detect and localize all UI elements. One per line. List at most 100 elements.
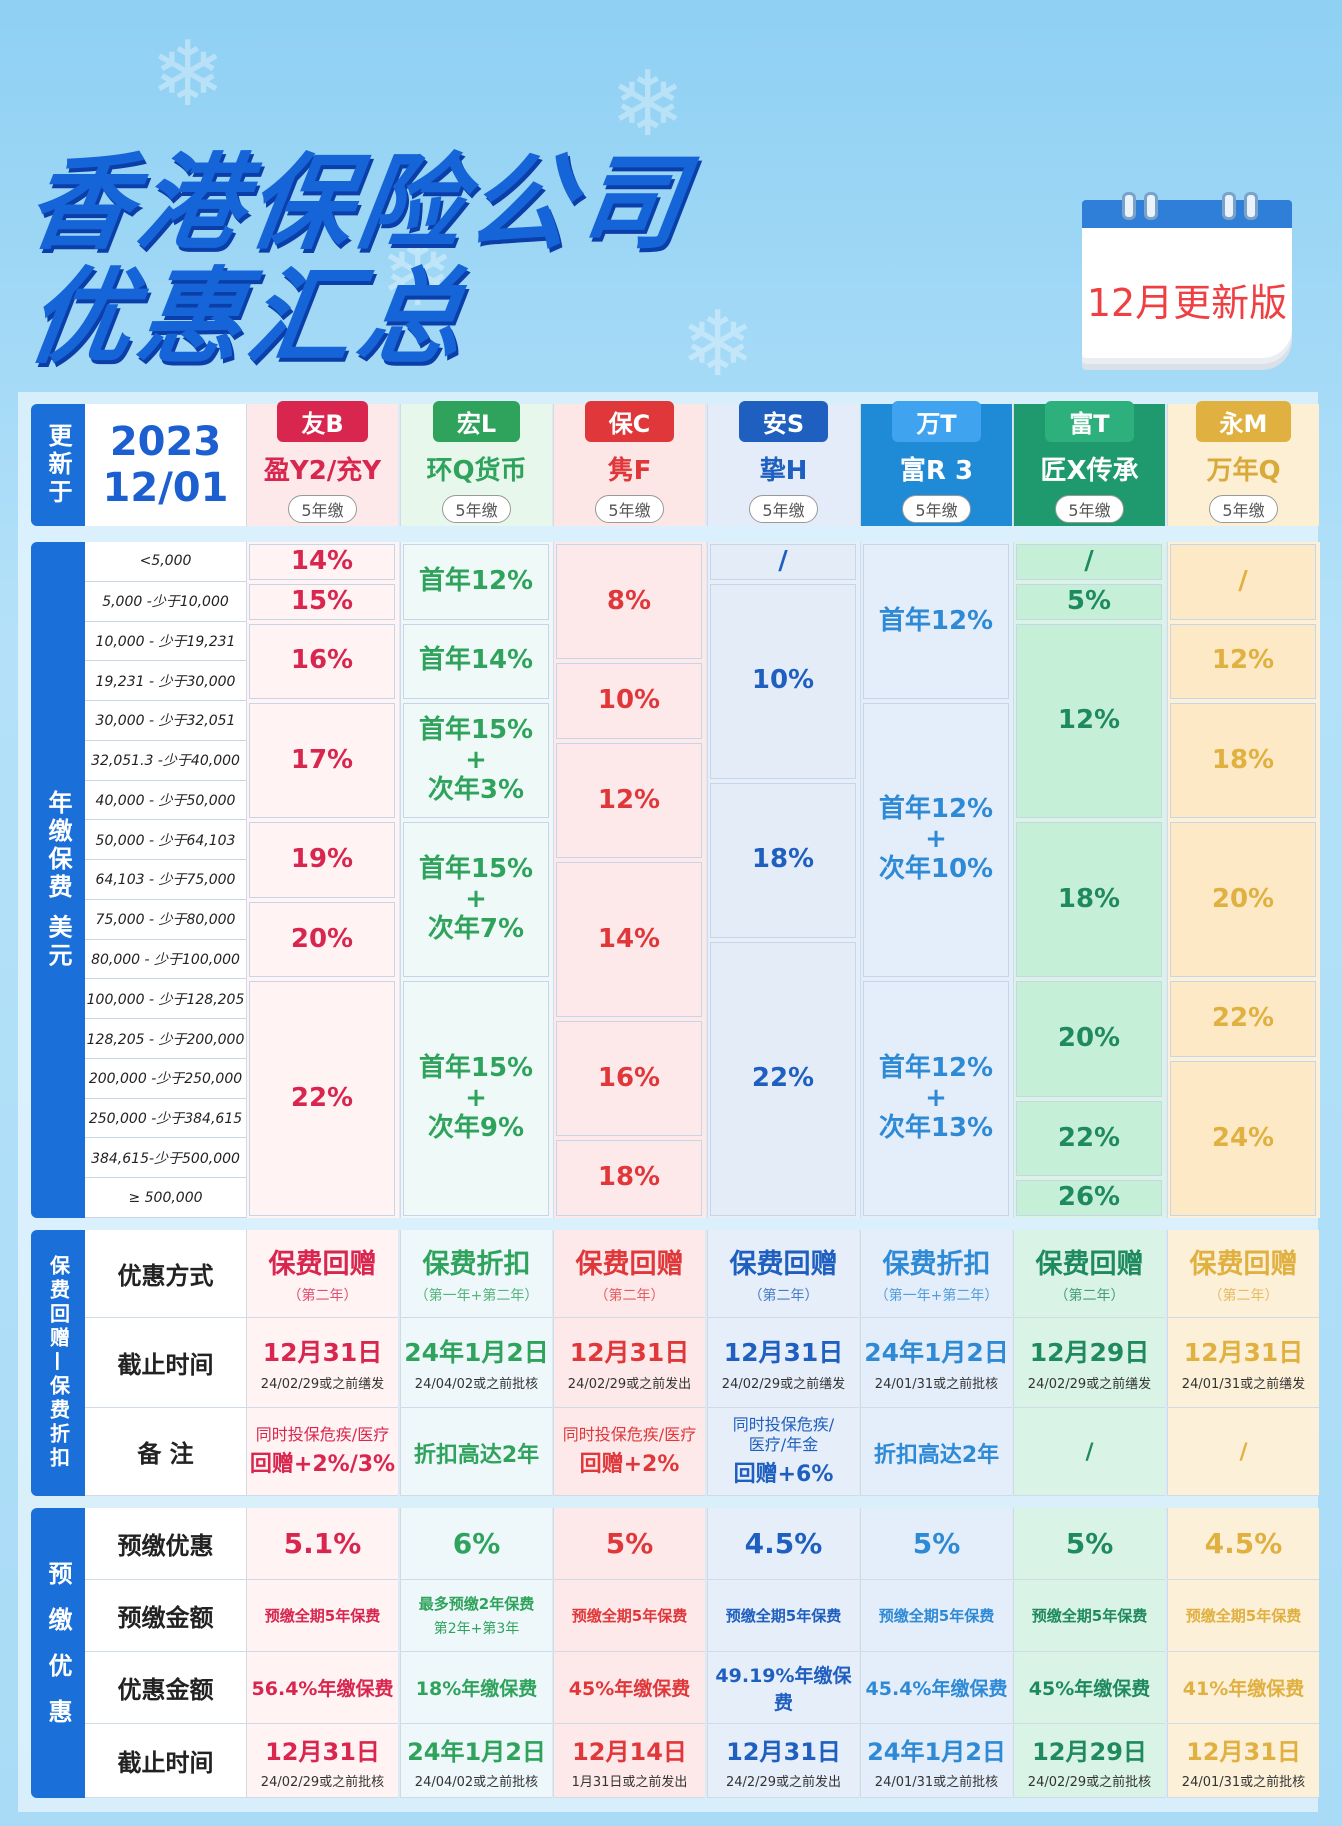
prepay-rate: 4.5% <box>1204 1527 1283 1560</box>
prepay-amount: 预缴全期5年保费 <box>1185 1607 1302 1625</box>
company-header-2: 保C 隽F 5年缴 <box>553 401 705 526</box>
snowflake-icon: ❄ <box>610 52 686 157</box>
tier-label: 75,000 - 少于80,000 <box>85 899 246 940</box>
prepay-deadline-sub: 24/01/31或之前批核 <box>874 1774 999 1790</box>
prepay-discount: 41%年缴保费 <box>1182 1678 1305 1700</box>
data-cell: 56.4%年缴保费 <box>246 1652 398 1724</box>
offer-note-main: 回赠+2%/3% <box>249 1452 396 1478</box>
offer-note-main: / <box>1085 1440 1094 1465</box>
prepay-deadline-sub: 1月31日或之前发出 <box>571 1774 688 1790</box>
data-cell: 预缴全期5年保费 <box>1013 1580 1165 1652</box>
prepay-deadline-sub: 24/04/02或之前批核 <box>414 1774 539 1790</box>
data-cell: 5% <box>1013 1508 1165 1580</box>
tier-label: 30,000 - 少于32,051 <box>85 701 246 741</box>
prepay-amount: 最多预缴2年保费 <box>418 1595 535 1613</box>
offer-method-sub: （第一年+第二年） <box>874 1288 999 1304</box>
tier-label: 19,231 - 少于30,000 <box>85 661 246 702</box>
prepay-discount: 56.4%年缴保费 <box>251 1678 394 1700</box>
offer-method-sub: （第二年） <box>1054 1288 1125 1304</box>
premium-rate-cell: 16% <box>556 1021 702 1137</box>
premium-rate-cell: 22% <box>1016 1100 1162 1177</box>
premium-rate-cell: 5% <box>1016 583 1162 620</box>
prepay-deadline: 12月31日 <box>1186 1737 1301 1766</box>
premium-rate-cell: 18% <box>710 782 856 938</box>
data-cell: 预缴全期5年保费 <box>707 1580 859 1652</box>
row-label: 优惠方式 <box>85 1230 246 1318</box>
data-cell: 保费折扣 （第一年+第二年） <box>860 1230 1012 1318</box>
offer-deadline: 24年1月2日 <box>864 1338 1009 1367</box>
premium-rate-cell: 首年15% + 次年9% <box>403 981 549 1216</box>
term-pill: 5年缴 <box>595 495 664 523</box>
premium-section-label: 年缴保费 美元 <box>31 542 85 1218</box>
snowflake-icon: ❄ <box>380 222 456 327</box>
data-cell: 12月29日 24/02/29或之前缮发 <box>1013 1318 1165 1408</box>
product-name: 匠X传承 <box>1040 456 1139 486</box>
tier-label: 250,000 -少于384,615 <box>85 1098 246 1139</box>
offer-deadline-sub: 24/02/29或之前发出 <box>567 1377 692 1392</box>
term-pill: 5年缴 <box>288 495 357 523</box>
data-cell: / <box>1167 1408 1319 1496</box>
data-cell: 预缴全期5年保费 <box>1167 1580 1319 1652</box>
prepay-rate: 5.1% <box>283 1527 362 1560</box>
page-title-line2: 优惠汇总 <box>20 256 478 378</box>
prepay-amount: 预缴全期5年保费 <box>571 1607 688 1625</box>
tier-label: <5,000 <box>85 542 246 582</box>
premium-rate-cell: 17% <box>249 703 395 819</box>
premium-rate-cell: 19% <box>249 822 395 898</box>
data-cell: 45.4%年缴保费 <box>860 1652 1012 1724</box>
tier-label: 200,000 -少于250,000 <box>85 1058 246 1099</box>
offer-note-main: 折扣高达2年 <box>413 1442 540 1468</box>
product-name: 万年Q <box>1206 456 1281 486</box>
offer-note-line1: 同时投保危疾/ 医疗/年金 <box>732 1415 835 1454</box>
data-cell: 保费回赠 （第二年） <box>707 1230 859 1318</box>
offer-method-sub: （第一年+第二年） <box>414 1288 539 1304</box>
calendar-icon: 12月更新版 <box>1082 192 1292 380</box>
data-cell: 保费折扣 （第一年+第二年） <box>400 1230 552 1318</box>
product-name: 隽F <box>607 456 652 486</box>
update-label: 更新于 <box>31 404 85 526</box>
offer-method: 保费回赠 <box>1035 1249 1144 1280</box>
premium-rate-cell: 26% <box>1016 1180 1162 1216</box>
data-cell: 同时投保危疾/医疗 回赠+2%/3% <box>246 1408 398 1496</box>
data-cell: 12月31日 24/02/29或之前缮发 <box>707 1318 859 1408</box>
offer-note-main: / <box>1239 1440 1248 1465</box>
offer-note-main: 回赠+6% <box>733 1461 834 1487</box>
data-cell: 4.5% <box>1167 1508 1319 1580</box>
premium-rate-cell: 18% <box>556 1140 702 1216</box>
premium-rate-cell: 8% <box>556 544 702 660</box>
offer-deadline-sub: 24/02/29或之前缮发 <box>1027 1377 1152 1392</box>
data-cell: 24年1月2日 24/01/31或之前批核 <box>860 1318 1012 1408</box>
premium-rate-cell: 首年12% <box>403 544 549 620</box>
row-label: 截止时间 <box>85 1724 246 1798</box>
tier-label: ≥ 500,000 <box>85 1178 246 1218</box>
calendar-label: 12月更新版 <box>1086 281 1288 325</box>
company-badge: 友B <box>277 401 368 442</box>
data-cell: 最多预缴2年保费 第2年+第3年 <box>400 1580 552 1652</box>
company-header-3: 安S 挚H 5年缴 <box>707 401 859 526</box>
prepay-deadline-sub: 24/01/31或之前批核 <box>1181 1774 1306 1790</box>
premium-rate-cell: 10% <box>710 583 856 779</box>
offer-method: 保费回赠 <box>575 1249 684 1280</box>
term-pill: 5年缴 <box>749 495 818 523</box>
offer-method: 保费回赠 <box>729 1249 838 1280</box>
premium-rate-cell: 12% <box>1016 623 1162 819</box>
company-header-4: 万T 富R 3 5年缴 <box>860 401 1012 526</box>
product-name: 盈Y2/充Y <box>263 456 382 486</box>
premium-rate-cell: 首年14% <box>403 623 549 700</box>
data-cell: 预缴全期5年保费 <box>860 1580 1012 1652</box>
offer-deadline: 12月31日 <box>1183 1338 1304 1367</box>
product-name: 富R 3 <box>899 456 974 486</box>
premium-rate-cell: 18% <box>1170 703 1316 819</box>
header-row: 更新于 2023 12/01 友B 盈Y2/充Y 5年缴 宏L 环Q货币 5年缴 保C 隽F 5… <box>31 401 1319 526</box>
offer-deadline: 24年1月2日 <box>404 1338 549 1367</box>
tier-label: 5,000 -少于10,000 <box>85 581 246 622</box>
product-name: 环Q货币 <box>426 456 527 486</box>
prepay-discount: 45%年缴保费 <box>1028 1678 1151 1700</box>
tier-label: 32,051.3 -少于40,000 <box>85 740 246 781</box>
tier-label: 64,103 - 少于75,000 <box>85 860 246 900</box>
offer-deadline-sub: 24/02/29或之前缮发 <box>260 1377 385 1392</box>
data-cell: 折扣高达2年 <box>860 1408 1012 1496</box>
premium-rate-cell: / <box>1016 544 1162 580</box>
offer-deadline: 12月31日 <box>723 1338 844 1367</box>
offer-deadline-sub: 24/01/31或之前批核 <box>874 1377 999 1392</box>
